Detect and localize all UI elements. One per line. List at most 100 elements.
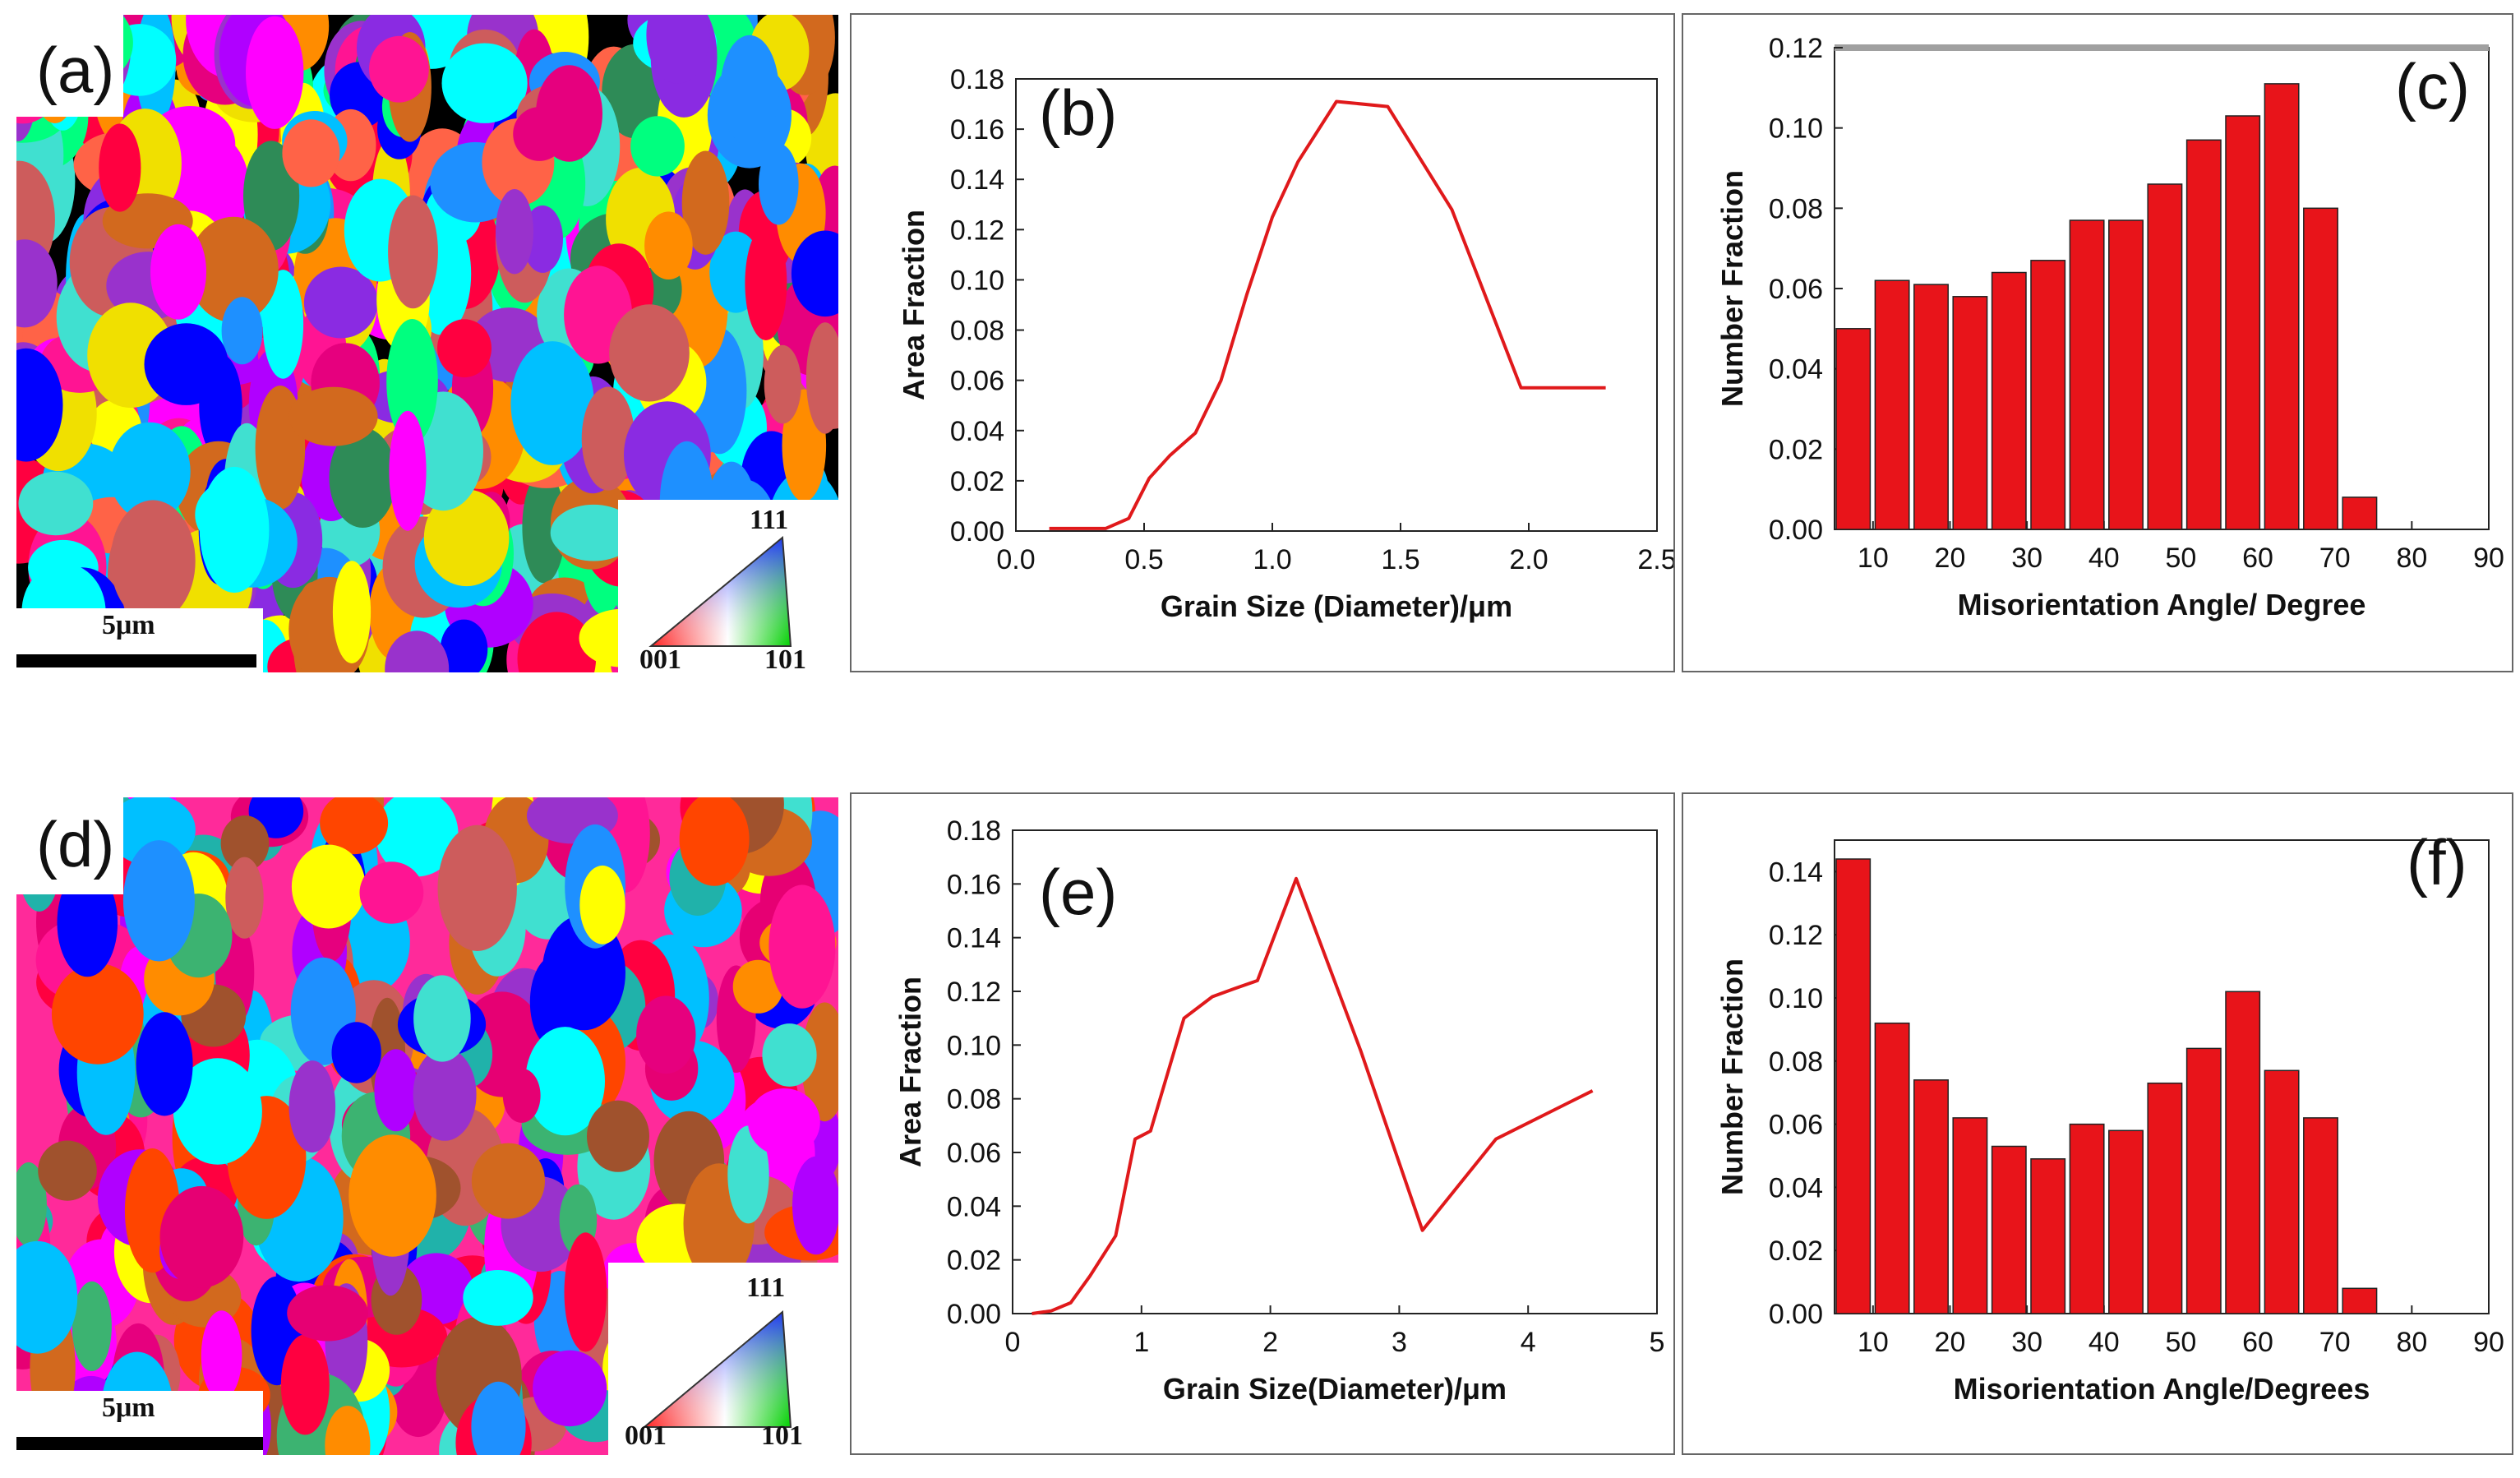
x-tick-label: 40 (2088, 543, 2120, 574)
grain (759, 143, 799, 225)
grain (386, 319, 438, 444)
grain (282, 119, 340, 187)
x-tick-label: 70 (2319, 543, 2351, 574)
x-tick-label: 40 (2088, 1327, 2120, 1358)
grain (110, 500, 196, 622)
grain (441, 43, 528, 123)
y-axis-label: Number Fraction (1715, 958, 1749, 1195)
y-tick-label: 0.08 (947, 1084, 1001, 1115)
x-tick-label: 20 (1935, 1327, 1966, 1358)
y-axis-label: Area Fraction (897, 210, 930, 400)
label-background-a (0, 0, 123, 117)
grain (188, 216, 279, 323)
bar (2264, 83, 2300, 530)
y-tick-label: 0.14 (1769, 857, 1823, 888)
y-axis-label: Number Fraction (1715, 170, 1749, 407)
x-axis-label: Grain Size (Diameter)/μm (1161, 589, 1512, 623)
grain (720, 35, 779, 146)
y-tick-label: 0.18 (950, 64, 1004, 95)
chart-panel-f: 0.00 0.02 0.04 0.06 0.08 0.10 0.12 0.14 10 20 30 40… (1682, 792, 2513, 1455)
x-tick-label: 2.5 (1637, 544, 1673, 575)
x-tick-label: 0 (1005, 1327, 1021, 1358)
x-tick-label: 90 (2473, 1327, 2504, 1358)
grain (359, 861, 424, 924)
grain (463, 1270, 533, 1326)
panel-label-c: (c) (2395, 50, 2470, 122)
y-tick-label: 0.00 (947, 1299, 1001, 1330)
grain (805, 322, 838, 434)
grain (303, 266, 378, 339)
grain (801, 1002, 838, 1122)
y-tick-label: 0.16 (947, 869, 1001, 900)
panel-label-d: (d) (36, 808, 115, 880)
grain (38, 1140, 97, 1201)
grain (375, 797, 459, 877)
grain (471, 1143, 546, 1219)
x-tick-label: 20 (1935, 543, 1966, 574)
bar (2030, 260, 2066, 530)
grain (150, 224, 206, 320)
grain (325, 1406, 371, 1455)
grain (199, 466, 270, 594)
grain (502, 1068, 541, 1123)
bar (1991, 1145, 2027, 1314)
grain (201, 1310, 242, 1401)
grain (144, 323, 228, 405)
y-tick-label: 0.04 (947, 1191, 1001, 1222)
bar (2264, 1069, 2300, 1314)
x-tick-label: 50 (2165, 1327, 2196, 1358)
grain (280, 1334, 330, 1435)
grain (173, 1058, 262, 1165)
x-tick-label: 1.5 (1381, 544, 1419, 575)
grain (636, 995, 696, 1074)
scale-bar-line-d (16, 1437, 263, 1450)
grain (581, 386, 635, 491)
grain (681, 150, 730, 255)
x-tick-label: 60 (2242, 543, 2273, 574)
grain (225, 857, 264, 939)
x-tick-label: 70 (2319, 1327, 2351, 1358)
plot-frame (1015, 78, 1658, 532)
ipf-legend-a: 111 001 101 (618, 500, 838, 675)
grain (791, 230, 838, 317)
bar (2225, 115, 2261, 530)
bar (2185, 1047, 2222, 1314)
x-tick-label: 50 (2165, 543, 2196, 574)
grain (369, 35, 429, 103)
x-tick-label: 0.5 (1124, 544, 1163, 575)
y-tick-label: 0.12 (947, 977, 1001, 1008)
y-tick-label: 0.08 (950, 316, 1004, 347)
grain (792, 1156, 838, 1255)
grain (630, 116, 685, 177)
bar (1874, 1022, 1910, 1314)
x-tick-label: 30 (2011, 543, 2042, 574)
grain (291, 844, 366, 929)
grain (496, 189, 533, 275)
bar (1913, 1079, 1949, 1314)
grain (374, 1049, 418, 1132)
bar (1913, 284, 1949, 530)
grain (644, 211, 693, 279)
bar (2147, 1082, 2183, 1314)
grain (262, 270, 304, 379)
grain (246, 16, 304, 129)
panel-label-f: (f) (2407, 826, 2467, 898)
x-tick-label: 90 (2473, 543, 2504, 574)
bar (1835, 858, 1872, 1314)
grain (471, 1381, 526, 1455)
series-line (1032, 876, 1594, 1315)
bar (2342, 1287, 2378, 1314)
grain (564, 1232, 607, 1352)
grain (388, 195, 438, 309)
grain (221, 297, 263, 365)
y-tick-label: 0.14 (950, 164, 1004, 196)
x-tick-label: 2.0 (1509, 544, 1548, 575)
x-tick-label: 0.0 (996, 544, 1035, 575)
bar (2147, 183, 2183, 530)
chart-panel-e: 0.00 0.02 0.04 0.06 0.08 0.10 0.12 0.14 0.16 0.18… (850, 792, 1675, 1455)
grain (579, 865, 625, 945)
grain (320, 797, 389, 855)
y-axis-label: Area Fraction (893, 977, 927, 1167)
bar (1991, 271, 2027, 530)
x-tick-label: 80 (2396, 1327, 2427, 1358)
